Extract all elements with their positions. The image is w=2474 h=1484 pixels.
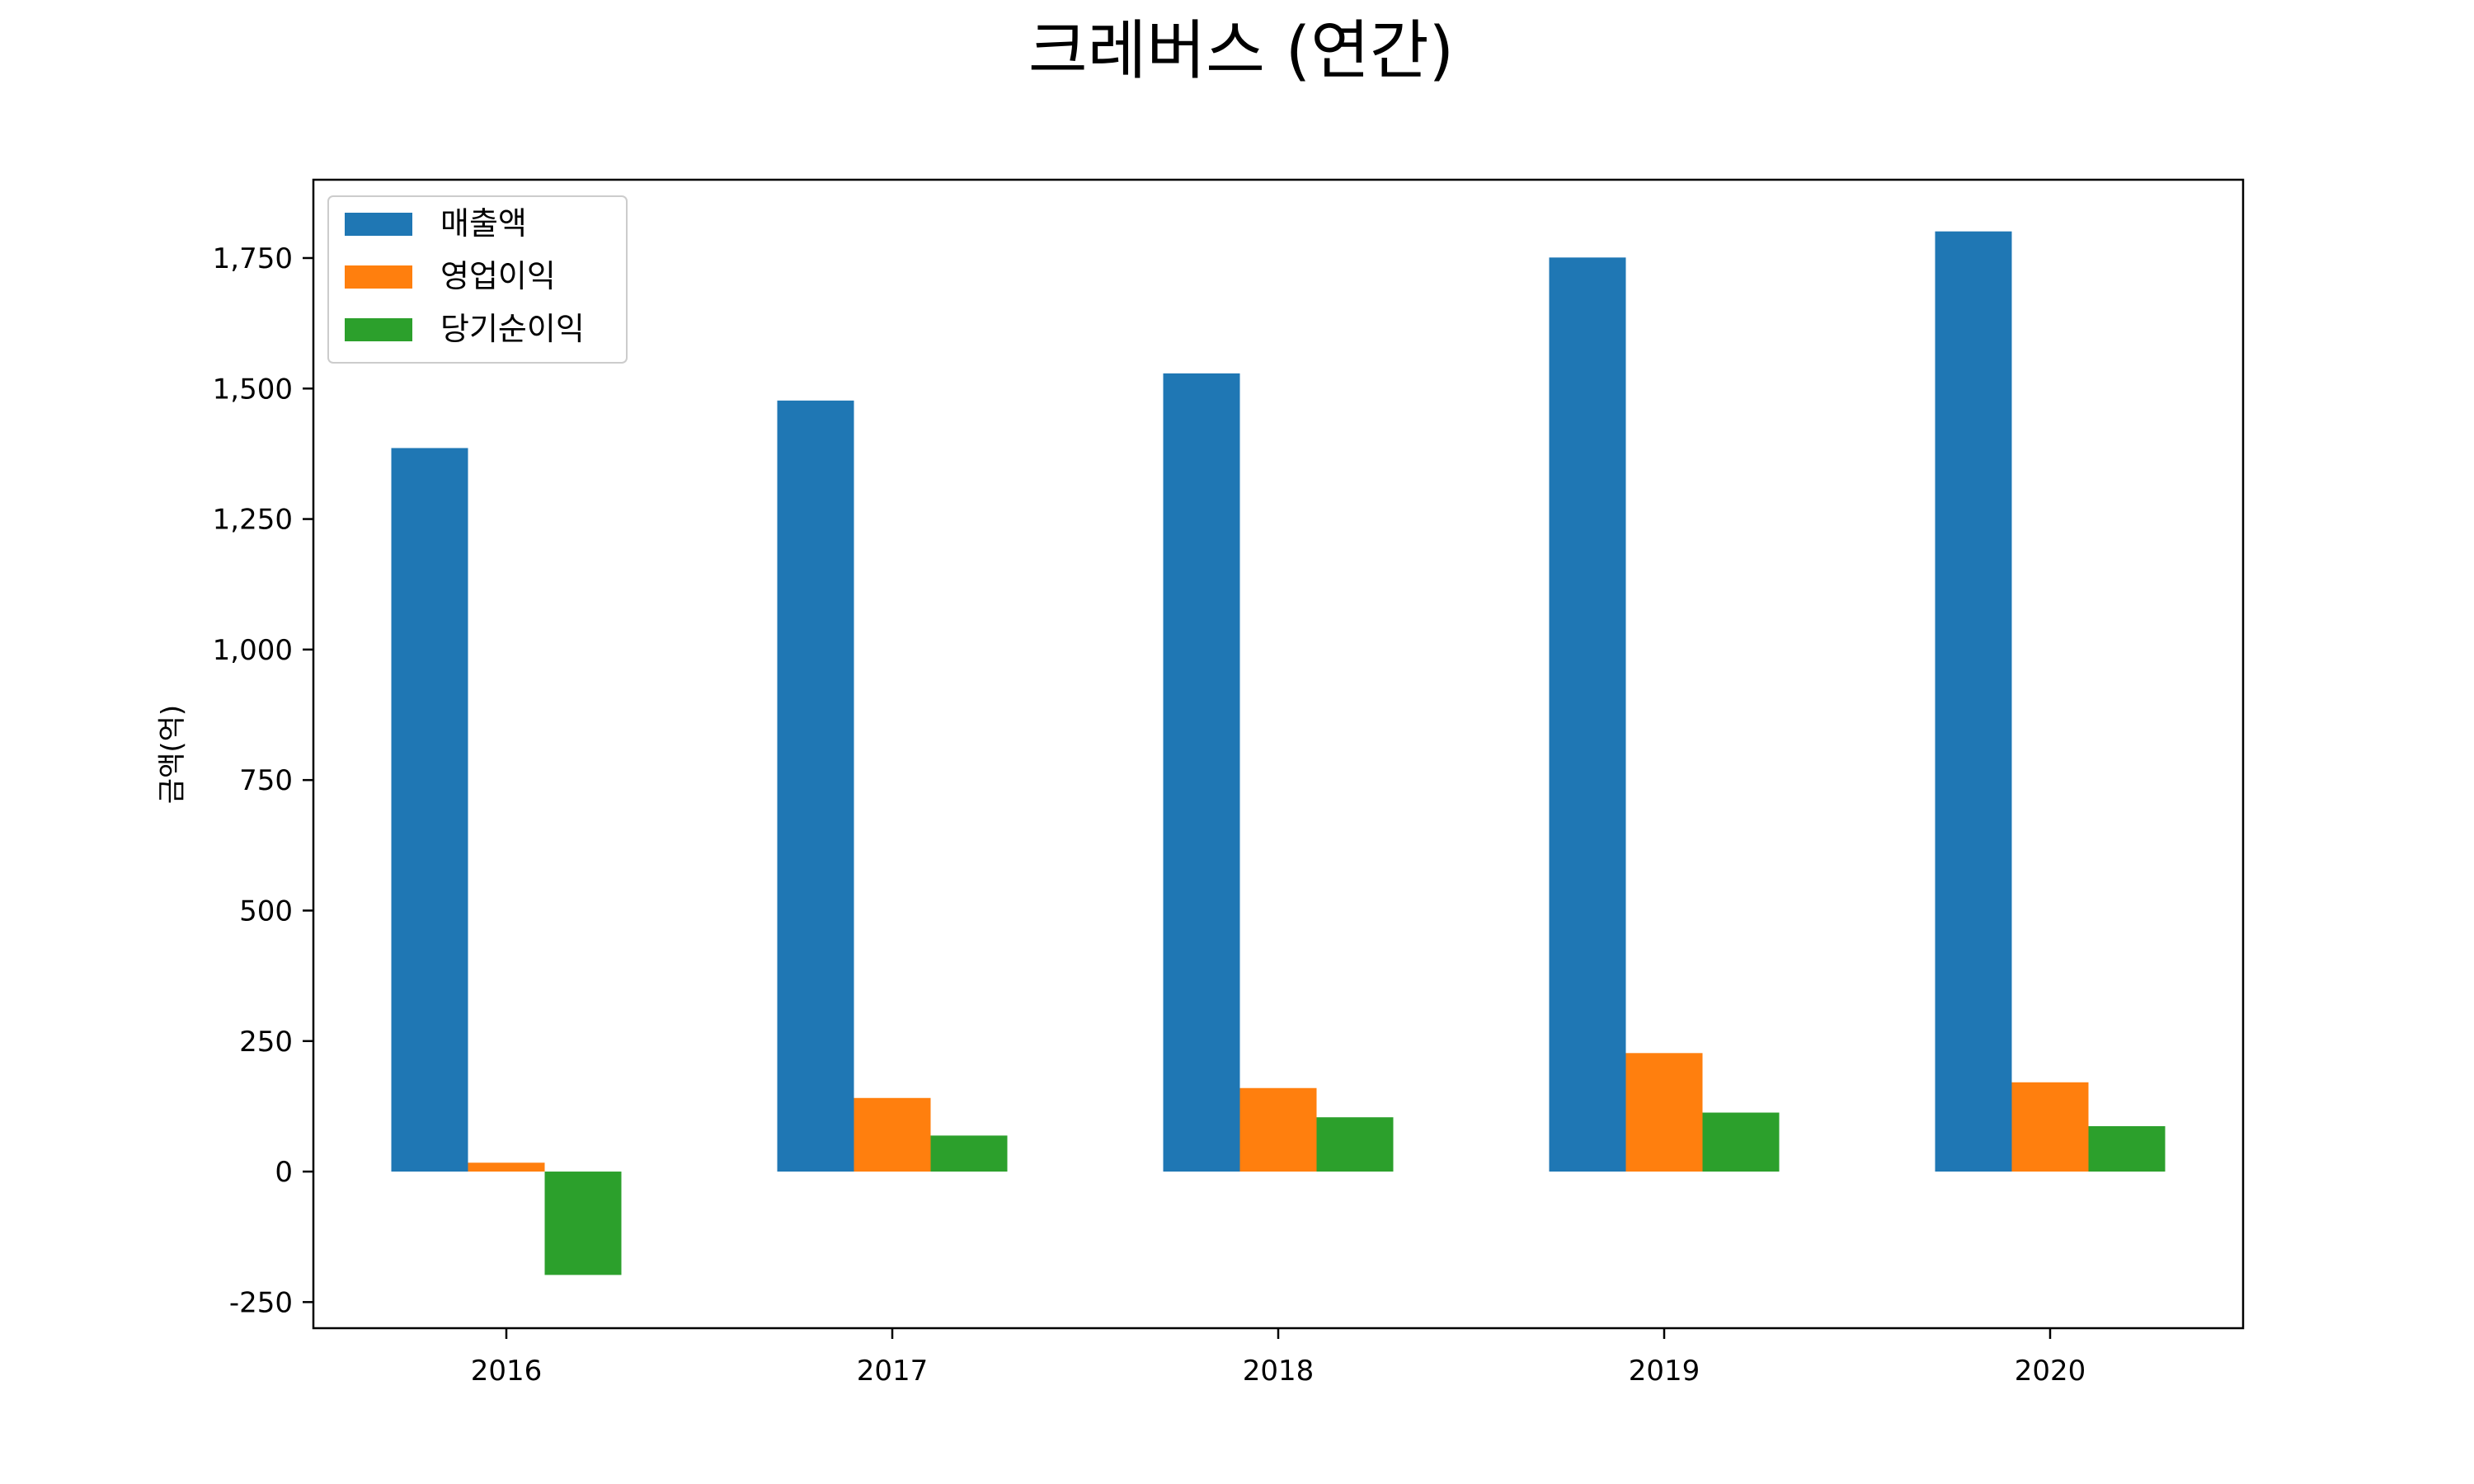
x-tick-label: 2016 (471, 1355, 543, 1388)
bar-2020-series-3 (2088, 1125, 2166, 1172)
legend-label-series-2: 영업이익 (440, 258, 556, 294)
y-tick-label: 250 (239, 1026, 293, 1059)
y-tick-label: 1,750 (213, 242, 293, 275)
x-tick-label: 2018 (1243, 1355, 1315, 1388)
bar-2019-series-1 (1549, 257, 1626, 1172)
x-axis: 2016 2017 2018 2019 2020 (471, 1328, 2086, 1388)
bar-2016-series-3 (544, 1172, 622, 1275)
bar-2020-series-1 (1935, 231, 2012, 1172)
y-tick-label: 1,000 (213, 634, 293, 667)
bar-2017-series-3 (930, 1135, 1008, 1172)
y-tick-label: 0 (275, 1156, 293, 1189)
legend-swatch-series-1 (345, 213, 412, 236)
x-tick-label: 2020 (2015, 1355, 2086, 1388)
y-axis-title: 금액(억) (156, 705, 189, 804)
legend-label-series-3: 당기순이익 (440, 311, 585, 347)
bar-2018-series-2 (1239, 1087, 1317, 1172)
y-tick-label: 1,500 (213, 373, 293, 406)
bars-layer (391, 231, 2166, 1275)
legend-swatch-series-3 (345, 318, 412, 341)
bar-2020-series-2 (2011, 1082, 2089, 1172)
y-tick-label: 1,250 (213, 504, 293, 537)
chart-title: 크레버스 (연간) (1028, 14, 1454, 88)
y-tick-label: 500 (239, 895, 293, 928)
x-tick-label: 2019 (1629, 1355, 1700, 1388)
bar-2017-series-1 (777, 400, 854, 1172)
legend-swatch-series-2 (345, 265, 412, 289)
bar-2018-series-3 (1316, 1117, 1394, 1172)
y-axis: -250 0 250 500 750 1,000 1,250 1,500 1,750 (213, 242, 313, 1319)
bar-2016-series-1 (391, 448, 468, 1172)
bar-2016-series-2 (468, 1162, 545, 1172)
bar-2019-series-3 (1702, 1112, 1780, 1172)
y-tick-label: 750 (239, 764, 293, 797)
legend-label-series-1: 매출액 (440, 205, 527, 242)
y-tick-label: -250 (229, 1286, 293, 1319)
x-tick-label: 2017 (857, 1355, 929, 1388)
bar-2018-series-1 (1163, 373, 1240, 1172)
bar-2019-series-2 (1625, 1053, 1703, 1172)
bar-2017-series-2 (854, 1097, 931, 1172)
